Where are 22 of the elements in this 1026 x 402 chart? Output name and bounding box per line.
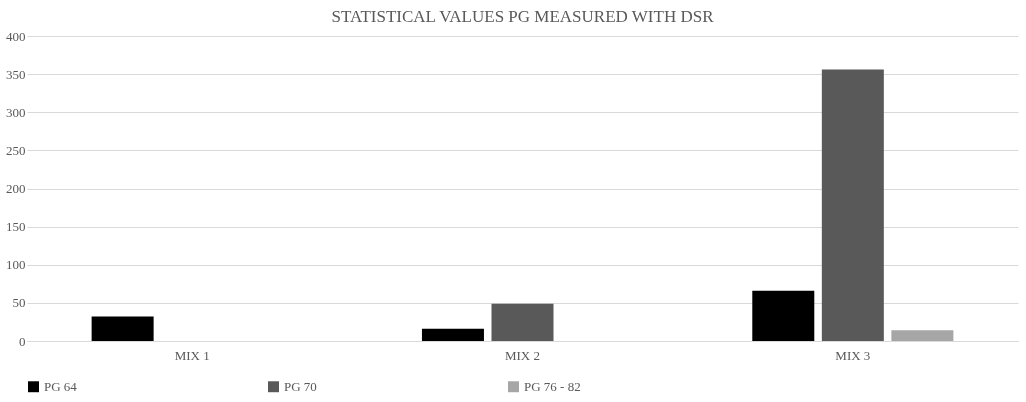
legend-label: PG 70	[284, 378, 317, 394]
y-tick-label: 250	[6, 142, 26, 158]
bar	[91, 316, 154, 341]
x-tick-label: MIX 2	[504, 347, 541, 363]
bar	[421, 328, 484, 341]
y-tick-label: 300	[6, 104, 26, 120]
bar	[752, 290, 815, 341]
y-tick-label: 200	[6, 181, 26, 196]
legend-label: PG 76 - 82	[524, 378, 581, 394]
y-tick-label: 50	[12, 295, 26, 311]
y-tick-label: 150	[6, 219, 26, 235]
y-tick-label: 100	[6, 257, 26, 273]
y-tick-label: 350	[6, 66, 26, 82]
bar	[891, 330, 954, 341]
chart-title: STATISTICAL VALUES PG MEASURED WITH DSR	[331, 7, 715, 26]
legend-label: PG 64	[44, 378, 78, 394]
bar	[821, 69, 884, 341]
x-tick-label: MIX 3	[835, 347, 871, 363]
x-tick-label: MIX 1	[174, 347, 210, 363]
bar	[491, 303, 554, 341]
y-tick-label: 400	[6, 28, 26, 44]
y-tick-label: 0	[19, 333, 26, 349]
